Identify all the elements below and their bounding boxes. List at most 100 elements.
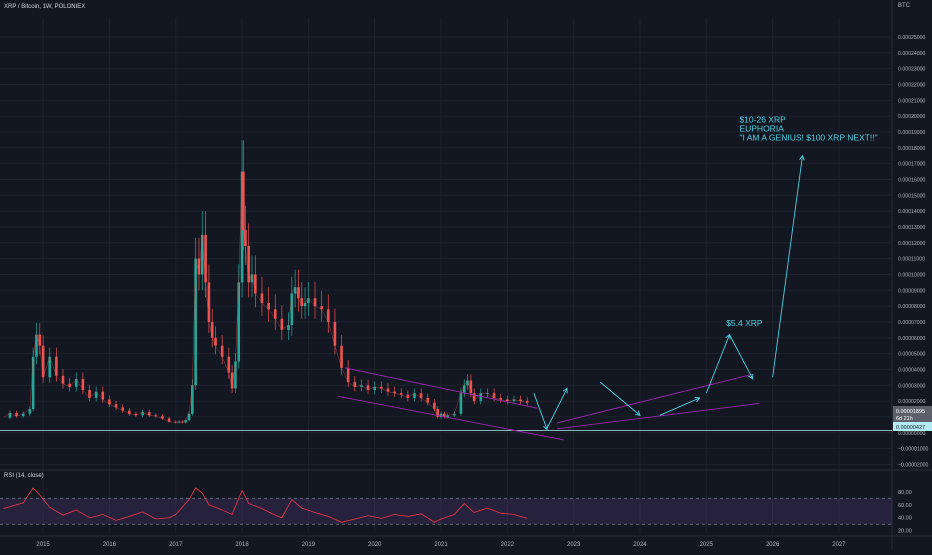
price-candle [512,399,516,402]
price-candle [433,402,436,410]
price-candle [326,309,330,322]
price-candle [360,385,363,387]
price-candle [74,378,78,387]
price-candle [200,234,204,275]
price-candle [174,421,178,423]
price-candle [244,230,247,246]
rsi-tick-label: 60.00 [898,503,912,509]
price-candle [290,293,294,326]
price-candle [41,345,45,378]
price-candle [436,409,440,417]
y-tick-label: 0.00005000 [898,352,926,358]
price-candle [220,345,224,357]
trendline [556,373,753,424]
y-tick-label: 0.00025000 [898,35,926,41]
price-candle [88,390,91,398]
price-candle [307,298,310,303]
y-tick-label: 0.00018000 [898,146,926,152]
price-candle [204,234,207,283]
price-candle [167,418,171,422]
price-candle [333,321,337,346]
price-candle [469,380,473,394]
price-candle [15,412,18,417]
price-candle [413,393,416,398]
y-tick-label: 0.00020000 [898,114,926,120]
chart-annotation: "I AM A GENIUS! $100 XRP NEXT!!" [739,132,877,142]
y-tick-label: 0.00017000 [898,162,926,168]
y-tick-label: 0.00007000 [898,320,926,326]
price-candle [141,412,144,416]
trendline [338,395,564,441]
last-price-badge [893,406,932,422]
price-candle [254,274,257,294]
projection-arrow [705,334,730,394]
chart-title: XRP / Bitcoin, 1W, POLONIEX [4,4,86,10]
price-candle [68,383,71,387]
x-tick-label: 2023 [567,542,581,548]
price-candle [94,391,98,398]
x-tick-label: 2022 [501,542,515,548]
y-tick-label: 0.00019000 [898,130,926,136]
price-candle [108,399,111,405]
axis-unit-label: BTC [898,3,910,9]
price-candle [250,274,254,283]
projection-arrow-head [562,387,568,394]
price-candle [297,287,300,299]
projection-arrow-head [634,410,641,416]
x-tick-label: 2019 [302,542,316,548]
price-candle [38,334,42,346]
price-candle [472,393,476,402]
rsi-band [0,498,892,525]
x-tick-label: 2020 [368,542,382,548]
level-value: 0.00000427 [896,425,925,431]
rsi-tick-label: 80.00 [898,490,912,496]
x-tick-label: 2016 [103,542,117,548]
y-tick-label: 0.00009000 [898,288,926,294]
price-candle [492,393,496,398]
price-candle [31,356,35,410]
price-candle [380,386,383,389]
price-candle [227,356,231,373]
x-tick-label: 2017 [169,542,183,548]
x-tick-label: 2018 [235,542,249,548]
price-candle [320,306,323,310]
price-candle [466,380,469,386]
projection-arrow [772,155,803,378]
price-candle [147,412,151,416]
x-tick-label: 2026 [766,542,780,548]
price-candle [303,302,307,307]
rsi-tick-label: 40.00 [898,516,912,522]
price-candle [207,282,211,322]
y-tick-label: 0.00023000 [898,67,926,73]
price-candle [446,415,449,417]
price-candle [506,399,509,402]
price-candle [35,334,38,357]
price-candle [353,382,357,387]
price-candle [134,413,138,416]
price-candle [8,412,12,418]
y-tick-label: 0.00021000 [898,98,926,104]
y-tick-label: 0.00016000 [898,177,926,183]
price-candle [210,321,214,338]
chart-annotation: EUPHORIA [739,123,784,133]
rsi-legend: RSI (14, close) [4,473,44,479]
projection-arrow [599,381,641,416]
y-tick-label: 0.00014000 [898,209,926,215]
x-tick-label: 2015 [36,542,50,548]
y-tick-label: −0.00001000 [898,447,929,453]
price-candle [230,372,234,389]
price-candle [181,421,184,423]
last-price-value: 0.00001895 [896,409,925,415]
price-candle [273,309,277,319]
price-candle [443,413,446,417]
level-badge [893,422,932,431]
price-candle [519,399,522,402]
projection-arrow [729,334,754,380]
price-candle [61,375,65,384]
chart-annotation: $10-26 XRP [739,114,786,124]
y-tick-label: 0.00024000 [898,51,926,57]
